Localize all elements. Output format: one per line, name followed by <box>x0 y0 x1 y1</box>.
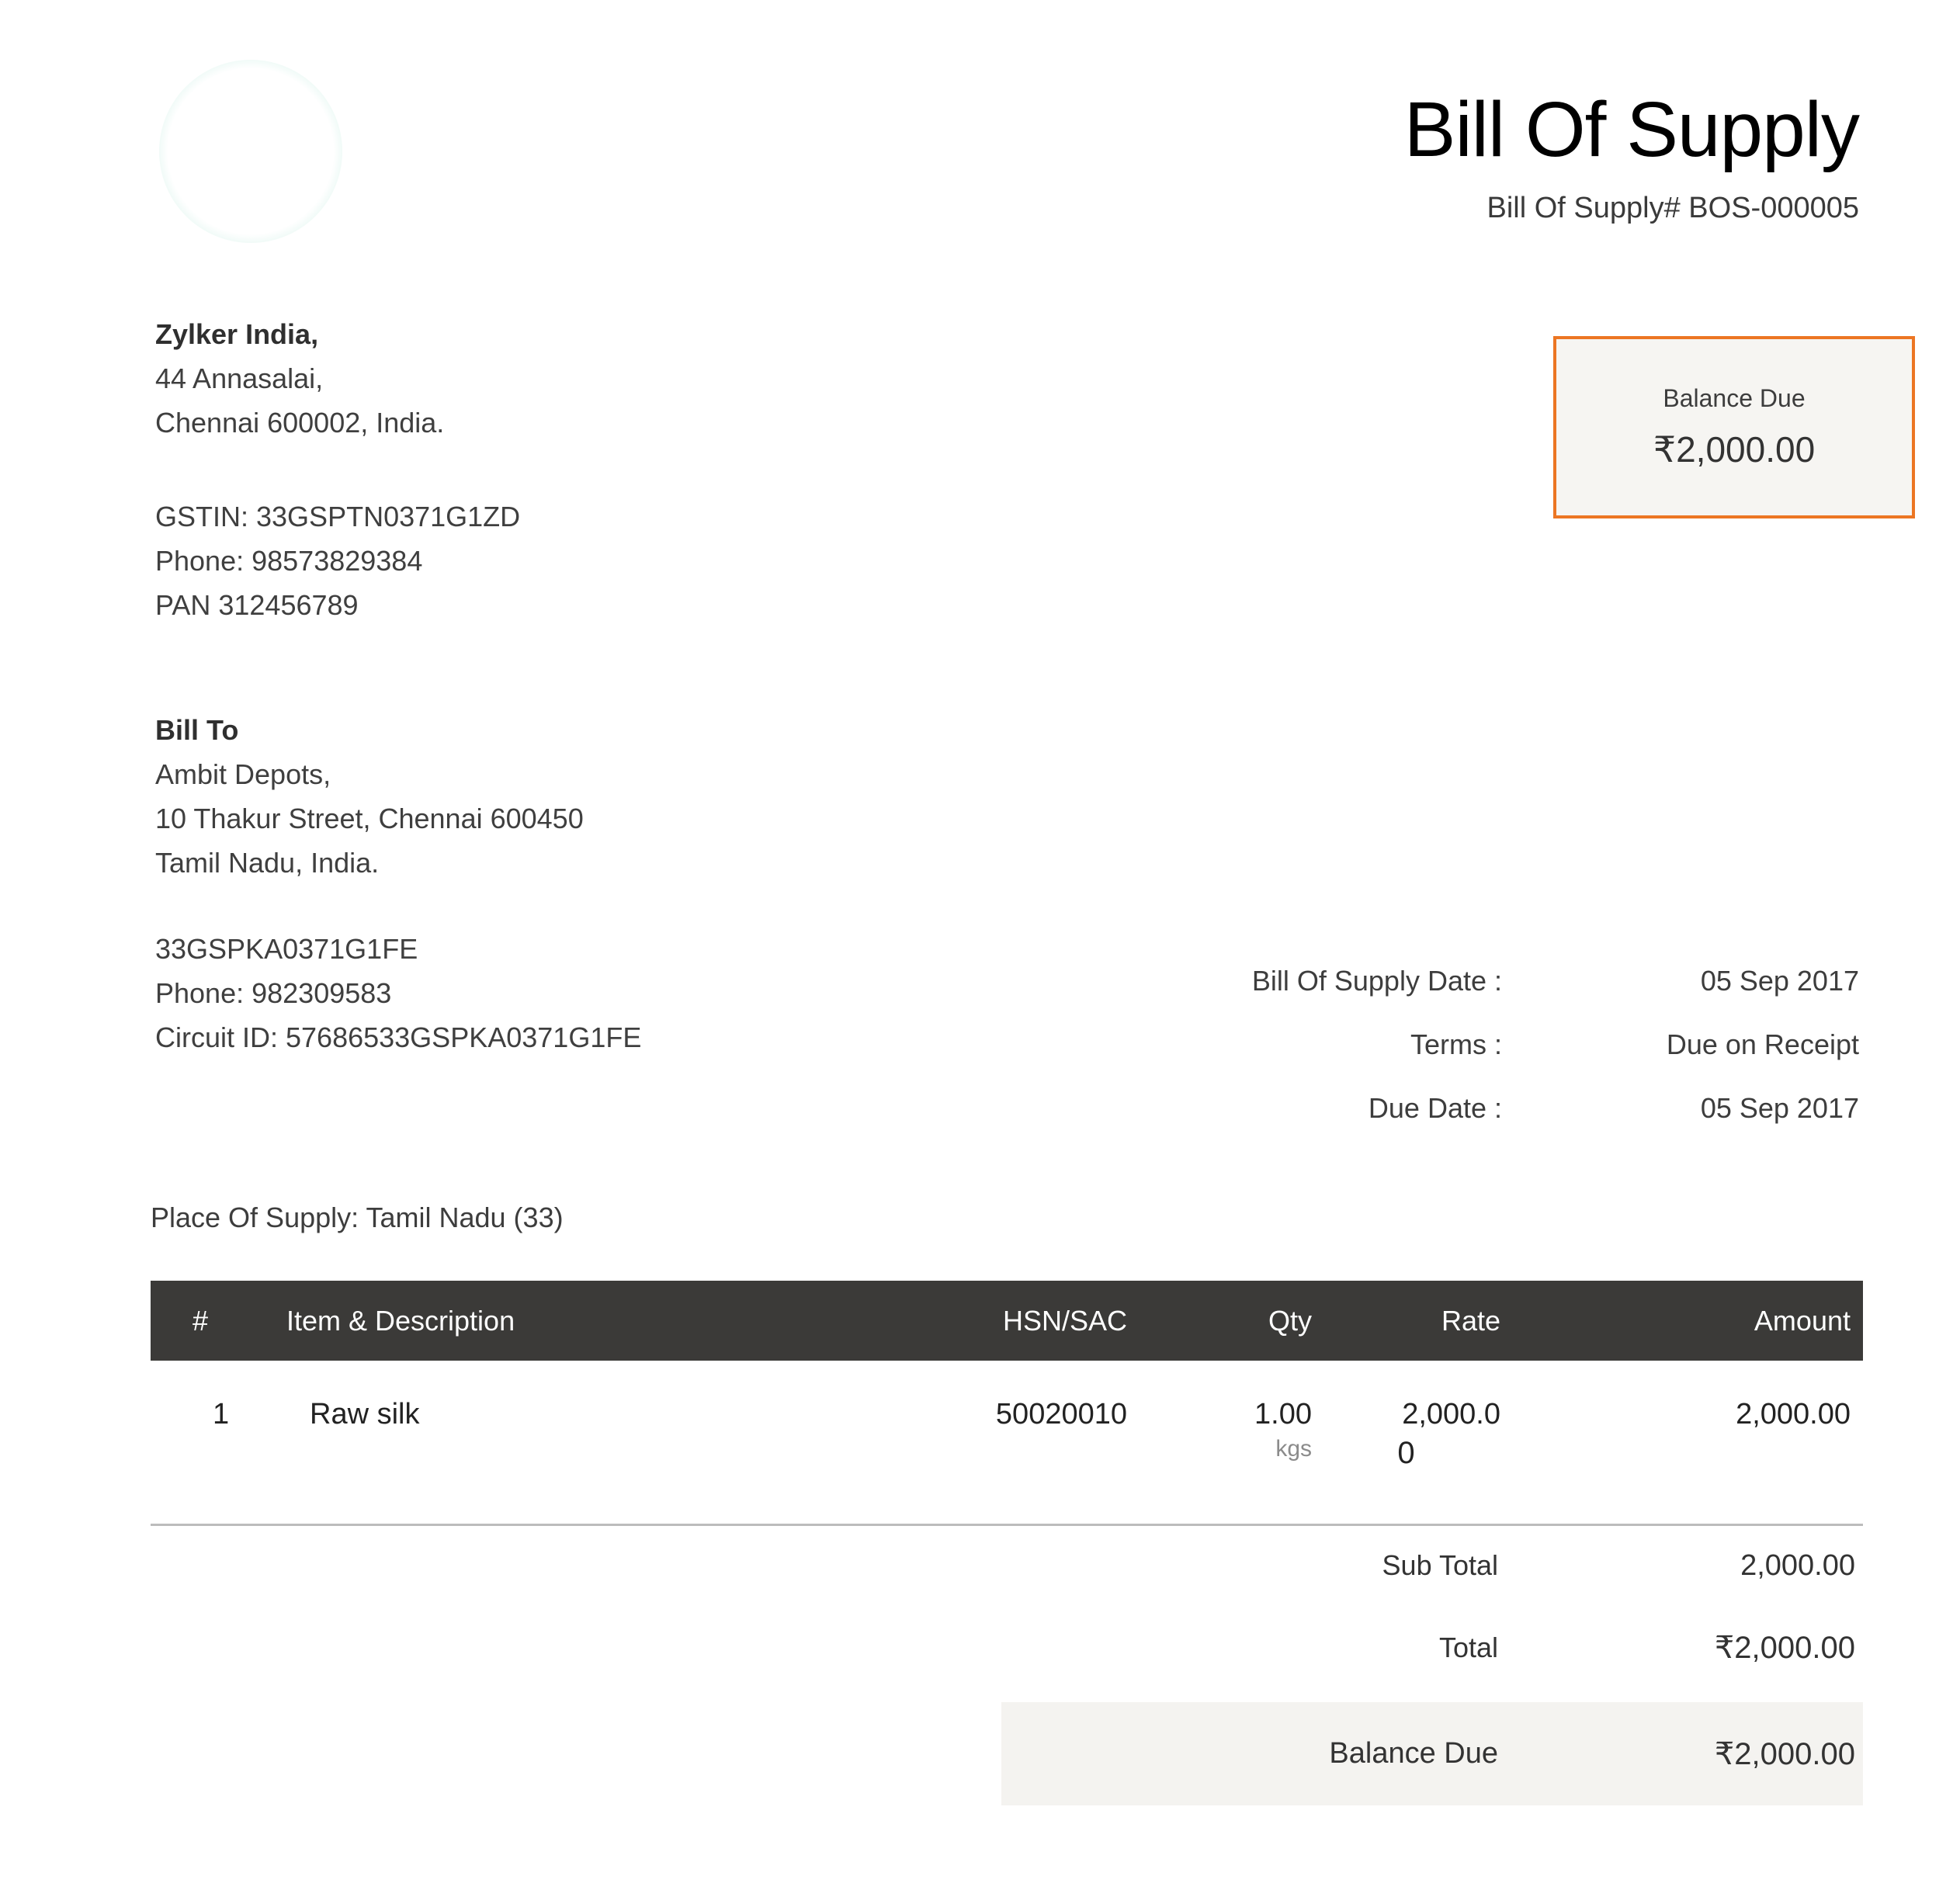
total-label: Total <box>1438 1632 1498 1663</box>
balance-due-box: Balance Due ₹2,000.00 <box>1553 336 1915 518</box>
row-amount: 2,000.00 <box>1736 1398 1851 1431</box>
seller-address-line1: 44 Annasalai, <box>155 362 324 394</box>
row-rate-cell: 2,000.0 0 <box>1312 1398 1500 1471</box>
meta-label: Terms : <box>1410 1028 1502 1060</box>
seller-phone: Phone: 98573829384 <box>155 545 423 577</box>
meta-value: 05 Sep 2017 <box>1700 1092 1859 1124</box>
meta-label: Due Date : <box>1368 1092 1502 1124</box>
bill-to-line2: 10 Thakur Street, Chennai 600450 <box>155 803 584 834</box>
document-meta: Bill Of Supply Date : 05 Sep 2017 Terms … <box>1252 949 1863 1140</box>
meta-row-terms: Terms : Due on Receipt <box>1252 1013 1863 1077</box>
bill-to-heading: Bill To <box>155 714 239 746</box>
totals-section: Sub Total 2,000.00 Total ₹2,000.00 Balan… <box>1001 1533 1863 1805</box>
document-number: Bill Of Supply# BOS-000005 <box>1486 192 1860 224</box>
table-bottom-divider <box>151 1524 1863 1526</box>
subtotal-value: 2,000.00 <box>1740 1548 1855 1582</box>
bill-to-block: Bill To Ambit Depots, 10 Thakur Street, … <box>155 708 641 1059</box>
subtotal-label: Sub Total <box>1382 1549 1498 1581</box>
items-table-header: # Item & Description HSN/SAC Qty Rate Am… <box>151 1281 1863 1361</box>
bill-to-line3: Tamil Nadu, India. <box>155 847 380 879</box>
header-item-description: Item & Description <box>286 1304 515 1337</box>
balance-due-row-value: ₹2,000.00 <box>1714 1736 1855 1771</box>
seller-pan: PAN 312456789 <box>155 589 359 621</box>
balance-due-amount: ₹2,000.00 <box>1653 429 1816 470</box>
bill-to-line1: Ambit Depots, <box>155 758 331 790</box>
meta-value: 05 Sep 2017 <box>1700 965 1859 997</box>
seller-gstin: GSTIN: 33GSPTN0371G1ZD <box>155 501 521 532</box>
header-amount: Amount <box>1754 1304 1851 1337</box>
page-title: Bill Of Supply <box>1403 86 1860 173</box>
balance-due-row-label: Balance Due <box>1329 1737 1498 1770</box>
balance-due-row: Balance Due ₹2,000.00 <box>1001 1702 1863 1805</box>
seller-name: Zylker India, <box>155 318 319 350</box>
meta-row-due-date: Due Date : 05 Sep 2017 <box>1252 1077 1863 1140</box>
bill-to-phone: Phone: 982309583 <box>155 977 392 1009</box>
total-value: ₹2,000.00 <box>1714 1631 1855 1665</box>
row-qty-cell: 1.00 kgs <box>1127 1398 1312 1471</box>
header-qty: Qty <box>1268 1304 1312 1337</box>
place-of-supply: Place Of Supply: Tamil Nadu (33) <box>151 1202 564 1233</box>
items-table: # Item & Description HSN/SAC Qty Rate Am… <box>151 1281 1863 1526</box>
header-hsn-sac: HSN/SAC <box>1002 1304 1127 1337</box>
row-qty-unit: kgs <box>1275 1436 1312 1462</box>
meta-row-date: Bill Of Supply Date : 05 Sep 2017 <box>1252 949 1863 1013</box>
row-qty: 1.00 <box>1254 1398 1312 1431</box>
meta-value: Due on Receipt <box>1666 1028 1859 1060</box>
company-logo <box>159 60 342 243</box>
seller-address-line2: Chennai 600002, India. <box>155 407 445 439</box>
row-number: 1 <box>213 1398 230 1431</box>
balance-due-label: Balance Due <box>1663 384 1806 412</box>
seller-address-block: Zylker India, 44 Annasalai, Chennai 6000… <box>155 312 520 627</box>
header-number: # <box>193 1304 209 1337</box>
title-block: Bill Of Supply Bill Of Supply# BOS-00000… <box>1403 85 1860 225</box>
row-item-name: Raw silk <box>310 1398 420 1431</box>
row-rate-line1: 2,000.0 <box>1402 1398 1500 1431</box>
total-row: Total ₹2,000.00 <box>1001 1615 1863 1680</box>
subtotal-row: Sub Total 2,000.00 <box>1001 1533 1863 1598</box>
table-row: 1 Raw silk 50020010 1.00 kgs 2,000.0 0 2… <box>151 1361 1863 1471</box>
row-rate-line2: 0 <box>1397 1436 1415 1470</box>
bill-to-gstin: 33GSPKA0371G1FE <box>155 933 418 965</box>
header-rate: Rate <box>1441 1304 1500 1337</box>
meta-label: Bill Of Supply Date : <box>1251 965 1502 997</box>
row-hsn: 50020010 <box>995 1398 1127 1431</box>
bill-to-circuit-id: Circuit ID: 57686533GSPKA0371G1FE <box>155 1021 642 1053</box>
